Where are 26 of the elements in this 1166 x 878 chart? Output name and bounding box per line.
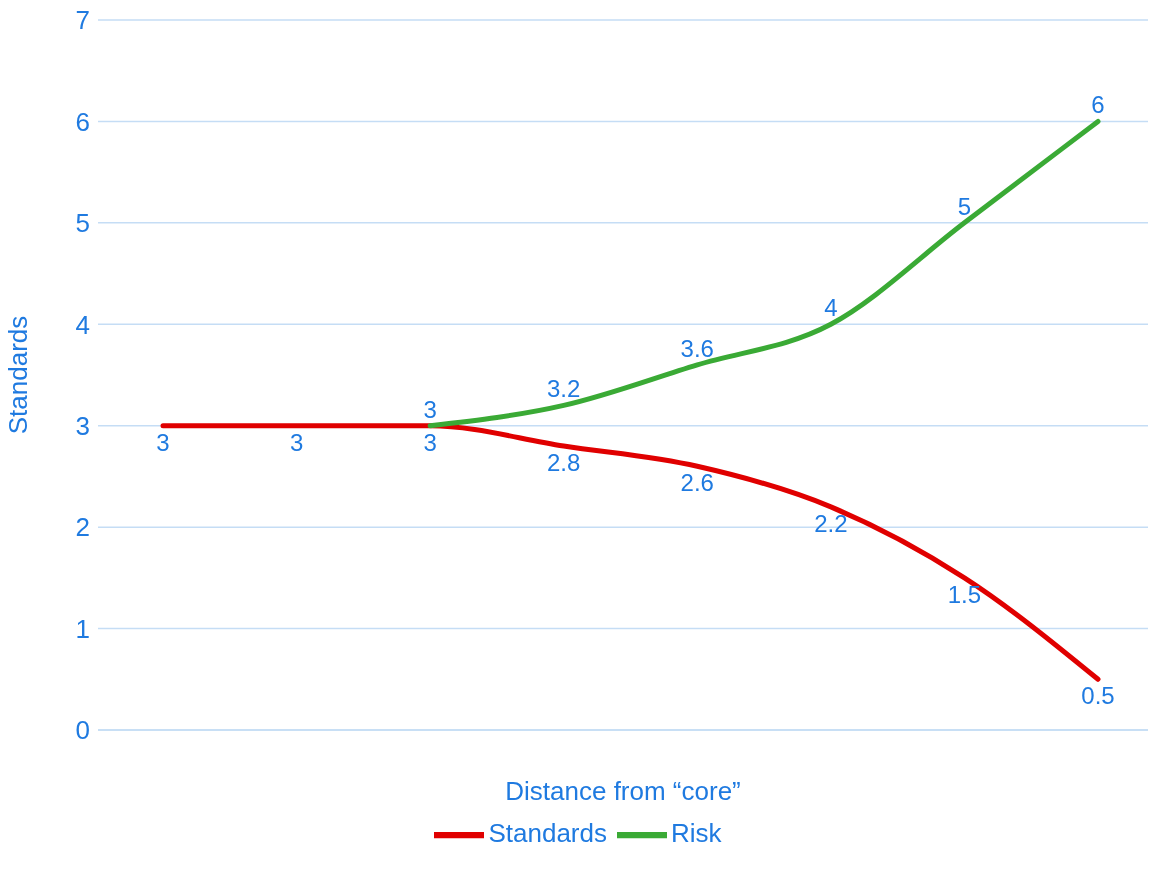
- data-label: 3: [423, 395, 437, 423]
- data-label: 3: [156, 428, 170, 456]
- data-label: 3.2: [547, 375, 581, 403]
- legend-label: Risk: [670, 817, 722, 848]
- data-label: 2.8: [547, 449, 581, 477]
- y-tick-label: 2: [75, 512, 90, 543]
- data-label: 1.5: [947, 580, 982, 608]
- y-tick-label: 0: [75, 715, 90, 746]
- x-axis-title: Distance from “core”: [505, 776, 741, 806]
- data-label: 4: [824, 294, 838, 322]
- y-tick-label: 1: [75, 613, 90, 644]
- data-label: 5: [957, 192, 972, 220]
- data-label: 3: [289, 428, 304, 456]
- legend-label: Standards: [488, 817, 607, 848]
- data-label: 0.5: [1081, 682, 1115, 710]
- data-label: 2.6: [680, 469, 714, 497]
- y-tick-label: 5: [75, 208, 90, 239]
- data-label: 3.6: [680, 334, 714, 362]
- y-tick-label: 4: [75, 309, 90, 340]
- y-tick-label: 6: [75, 106, 90, 137]
- data-label: 2.2: [814, 509, 848, 537]
- data-label: 3: [423, 428, 437, 456]
- y-axis-title: Standards: [3, 315, 34, 435]
- data-label: 6: [1091, 91, 1105, 119]
- y-tick-label: 3: [75, 410, 90, 441]
- y-tick-label: 7: [75, 5, 90, 36]
